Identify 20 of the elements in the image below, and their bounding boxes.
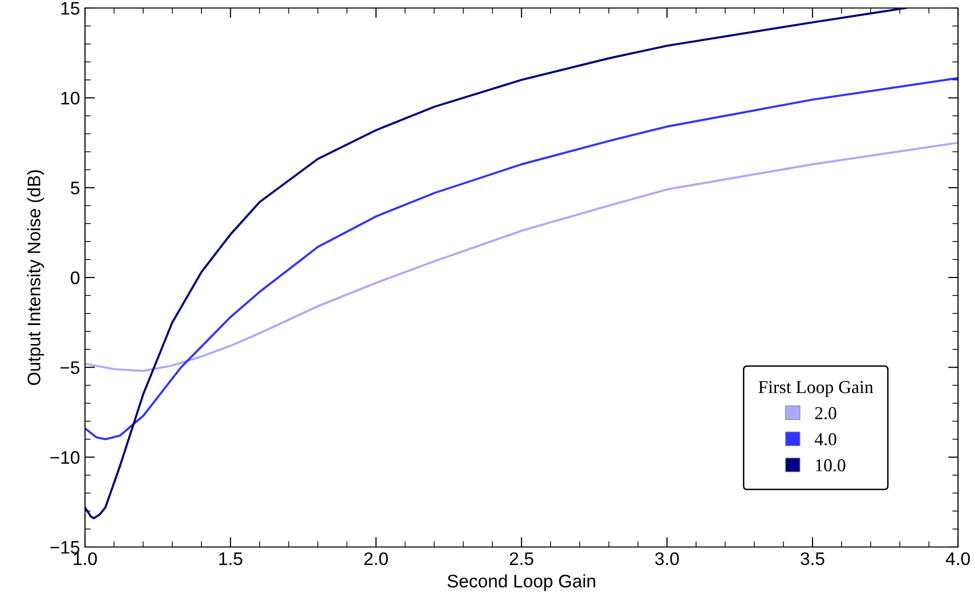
x-tick-label: 3.0 bbox=[655, 552, 679, 566]
y-axis-title: Output Intensity Noise (dB) bbox=[27, 170, 44, 386]
x-tick-label: 2.0 bbox=[364, 552, 388, 566]
x-axis-title: Second Loop Gain bbox=[448, 574, 596, 592]
x-tick-label: 1.5 bbox=[219, 552, 242, 566]
y-tick-label: 5 bbox=[70, 182, 80, 194]
x-tick-label: 1.0 bbox=[74, 552, 97, 566]
y-tick-label: 10 bbox=[61, 92, 80, 105]
legend-label: 2.0 bbox=[815, 407, 836, 420]
y-tick-label: −10 bbox=[50, 451, 80, 464]
y-tick-label: −5 bbox=[60, 361, 80, 374]
x-tick-label: 4.0 bbox=[946, 552, 970, 566]
legend-label: 10.0 bbox=[816, 459, 846, 472]
x-tick-label: 3.5 bbox=[800, 552, 824, 566]
y-tick-label: −15 bbox=[50, 541, 80, 554]
legend-label: 4.0 bbox=[814, 433, 836, 446]
y-tick-label: 0 bbox=[70, 271, 80, 284]
x-tick-label: 2.5 bbox=[510, 552, 534, 566]
y-tick-label: 15 bbox=[61, 2, 80, 15]
legend-title: First Loop Gain bbox=[758, 381, 874, 397]
